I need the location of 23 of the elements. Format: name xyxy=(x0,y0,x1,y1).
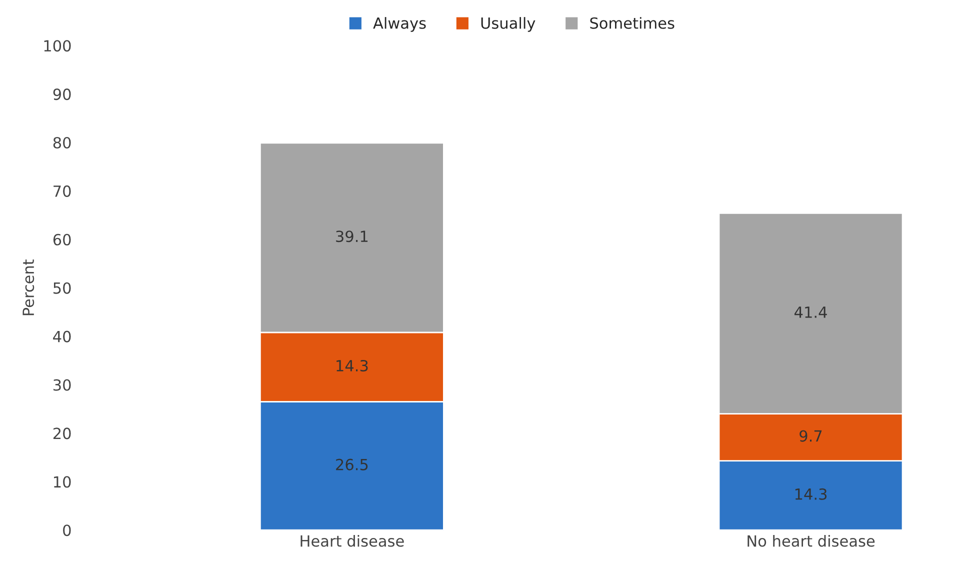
data-label: 26.5 xyxy=(336,458,368,470)
data-label: 39.1 xyxy=(336,230,368,242)
y-tick-label: 20 xyxy=(53,428,71,440)
y-tick-label: 100 xyxy=(44,40,71,52)
data-label: 9.7 xyxy=(800,430,822,442)
x-tick-label: No heart disease xyxy=(748,534,875,547)
y-tick-label: 80 xyxy=(53,136,71,149)
y-axis-title: Percent xyxy=(22,259,34,316)
y-tick-label: 10 xyxy=(54,476,71,488)
legend-label: Sometimes xyxy=(590,17,674,29)
legend-label: Always xyxy=(373,17,426,32)
x-tick-label: Heart disease xyxy=(300,534,404,547)
y-tick-label: 70 xyxy=(54,185,71,197)
legend-label: Usually xyxy=(481,17,536,32)
data-label: 41.4 xyxy=(794,306,827,318)
y-tick-label: 50 xyxy=(54,282,71,294)
y-tick-label: 0 xyxy=(63,524,71,536)
y-tick-label: 30 xyxy=(54,379,71,391)
y-tick-label: 40 xyxy=(53,330,71,342)
data-label: 14.3 xyxy=(795,488,827,500)
y-tick-label: 90 xyxy=(53,88,71,100)
y-tick-label: 60 xyxy=(53,234,71,246)
data-label: 14.3 xyxy=(336,360,368,372)
